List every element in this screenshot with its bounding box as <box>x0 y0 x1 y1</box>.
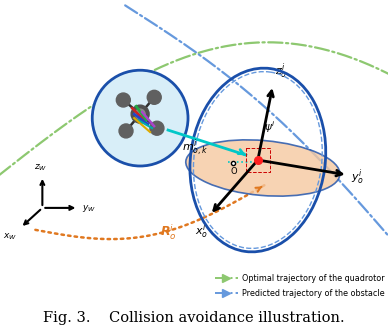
Text: $z_o^i$: $z_o^i$ <box>275 62 287 81</box>
Legend: Optimal trajectory of the quadrotor, Predicted trajectory of the obstacle: Optimal trajectory of the quadrotor, Pre… <box>212 271 387 301</box>
Text: $x_W$: $x_W$ <box>3 232 17 242</box>
Circle shape <box>135 109 145 119</box>
Circle shape <box>147 90 161 104</box>
Circle shape <box>92 70 188 166</box>
Ellipse shape <box>186 140 340 196</box>
Circle shape <box>131 105 149 123</box>
Text: $y_o^i$: $y_o^i$ <box>351 167 364 187</box>
Text: Fig. 3.    Collision avoidance illustration.: Fig. 3. Collision avoidance illustration… <box>43 311 345 325</box>
Text: $\boldsymbol{R}^{i}_{o}$: $\boldsymbol{R}^{i}_{o}$ <box>160 222 177 242</box>
Circle shape <box>150 121 164 135</box>
Text: $z_W$: $z_W$ <box>34 162 47 173</box>
Circle shape <box>116 93 130 107</box>
Text: $m^{i}_{o,k}$: $m^{i}_{o,k}$ <box>182 137 208 158</box>
Text: O: O <box>230 167 237 176</box>
Text: $\psi^i$: $\psi^i$ <box>264 119 275 135</box>
Text: $y_W$: $y_W$ <box>82 204 96 214</box>
Circle shape <box>119 124 133 138</box>
Text: $x_o^i$: $x_o^i$ <box>195 222 208 241</box>
